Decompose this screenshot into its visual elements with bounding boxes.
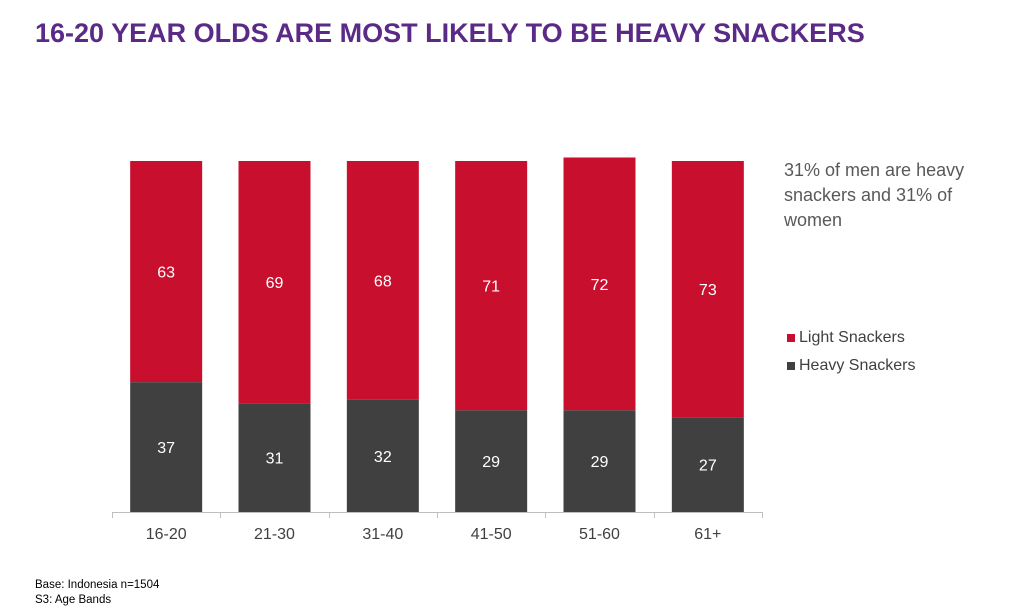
- bar-light-snackers: [671, 161, 744, 418]
- x-tick-label: 61+: [694, 526, 721, 543]
- data-label-light-snackers: 72: [591, 277, 609, 294]
- bar-light-snackers: [346, 161, 419, 400]
- data-label-light-snackers: 73: [699, 282, 717, 299]
- data-label-heavy-snackers: 32: [374, 449, 392, 466]
- data-label-light-snackers: 68: [374, 273, 392, 290]
- bar-light-snackers: [130, 161, 203, 383]
- x-tick-label: 51-60: [579, 526, 620, 543]
- data-label-heavy-snackers: 29: [482, 454, 500, 471]
- stacked-bar-chart: 37 63 16-20 31 69 21-30 32 68 31-40 29 71 41-50 29 72…: [112, 157, 763, 543]
- gender-annotation: 31% of men are heavy snackers and 31% of…: [784, 160, 965, 230]
- bar-heavy-snackers: [671, 417, 744, 512]
- data-label-light-snackers: 69: [266, 275, 284, 292]
- footnote-question: S3: Age Bands: [35, 594, 112, 606]
- data-label-light-snackers: 63: [157, 265, 175, 282]
- legend-swatch-light-snackers: [787, 334, 795, 342]
- legend-label-heavy-snackers: Heavy Snackers: [799, 357, 916, 374]
- chart-legend: Light Snackers Heavy Snackers: [787, 324, 916, 380]
- footnote-base: Base: Indonesia n=1504: [35, 579, 160, 591]
- legend-label-light-snackers: Light Snackers: [799, 329, 905, 346]
- footnote: Base: Indonesia n=1504 S3: Age Bands: [35, 578, 159, 608]
- data-label-heavy-snackers: 29: [591, 454, 609, 471]
- x-tick-label: 31-40: [362, 526, 403, 543]
- legend-swatch-heavy-snackers: [787, 362, 795, 370]
- x-tick-label: 41-50: [471, 526, 512, 543]
- bar-light-snackers: [238, 161, 311, 404]
- data-label-light-snackers: 71: [482, 279, 500, 296]
- legend-item-light-snackers: Light Snackers: [787, 324, 916, 352]
- x-tick-label: 21-30: [254, 526, 295, 543]
- bar-heavy-snackers: [130, 382, 203, 512]
- data-label-heavy-snackers: 27: [699, 458, 717, 475]
- data-label-heavy-snackers: 37: [157, 440, 175, 457]
- bar-heavy-snackers: [238, 403, 311, 512]
- bar-heavy-snackers: [346, 399, 419, 512]
- x-tick-label: 16-20: [146, 526, 187, 543]
- bar-heavy-snackers: [455, 410, 528, 512]
- bar-heavy-snackers: [563, 410, 636, 512]
- bar-light-snackers: [563, 157, 636, 411]
- data-label-heavy-snackers: 31: [266, 451, 284, 468]
- bar-light-snackers: [455, 161, 528, 411]
- legend-item-heavy-snackers: Heavy Snackers: [787, 352, 916, 380]
- chart-title: 16-20 YEAR OLDS ARE MOST LIKELY TO BE HE…: [35, 18, 865, 48]
